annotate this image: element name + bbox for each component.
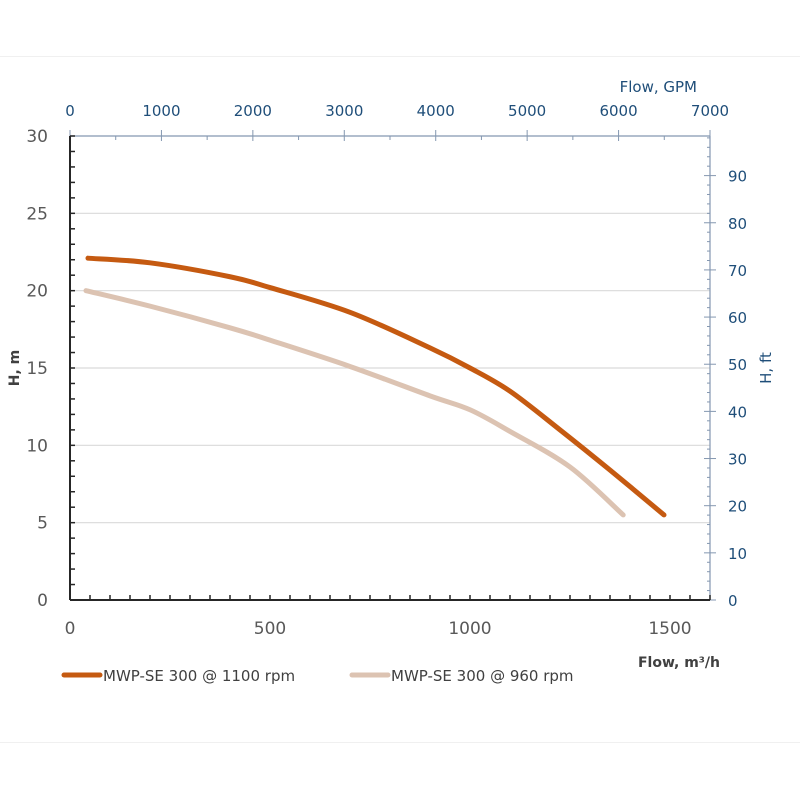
y2-tick-label: 60 xyxy=(728,309,747,327)
x2-tick-label: 7000 xyxy=(691,102,729,120)
y2-tick-label: 10 xyxy=(728,545,747,563)
series-line-1100rpm xyxy=(85,255,667,518)
x2-tick-label: 6000 xyxy=(599,102,637,120)
x-axis-title: Flow, m³/h xyxy=(638,655,720,671)
x2-axis-title: Flow, GPM xyxy=(620,78,697,96)
y2-tick-label: 80 xyxy=(728,215,747,233)
y-tick-label: 25 xyxy=(26,204,48,224)
y2-tick-label: 30 xyxy=(728,451,747,469)
x-tick-label: 1000 xyxy=(448,619,491,639)
x2-tick-label: 4000 xyxy=(417,102,455,120)
x2-tick-label: 0 xyxy=(65,102,75,120)
gridlines xyxy=(70,212,710,524)
y2-tick-label: 0 xyxy=(728,592,738,610)
y-tick-label: 10 xyxy=(26,436,48,456)
y-axis-title: H, m xyxy=(7,350,23,387)
legend-label-960rpm: MWP-SE 300 @ 960 rpm xyxy=(391,667,574,685)
bottom-border xyxy=(0,742,800,743)
y-tick-label: 20 xyxy=(26,282,48,302)
top-border xyxy=(0,56,800,57)
y-tick-label: 0 xyxy=(37,591,48,611)
y2-tick-label: 90 xyxy=(728,168,747,186)
x-tick-label: 500 xyxy=(254,619,286,639)
legend-label-1100rpm: MWP-SE 300 @ 1100 rpm xyxy=(103,667,295,685)
y-tick-label: 30 xyxy=(26,127,48,147)
x-tick-label: 1500 xyxy=(648,619,691,639)
x2-tick-label: 1000 xyxy=(142,102,180,120)
axes xyxy=(69,130,716,601)
x-tick-label: 0 xyxy=(65,619,76,639)
y2-axis-title: H, ft xyxy=(757,352,775,384)
x2-tick-label: 5000 xyxy=(508,102,546,120)
y2-tick-label: 70 xyxy=(728,262,747,280)
y2-tick-label: 50 xyxy=(728,356,747,374)
series-line-960rpm xyxy=(83,288,626,518)
y2-tick-label: 40 xyxy=(728,403,747,421)
y-tick-label: 15 xyxy=(26,359,48,379)
x2-tick-label: 3000 xyxy=(325,102,363,120)
x2-tick-label: 2000 xyxy=(234,102,272,120)
y-tick-label: 5 xyxy=(37,514,48,534)
y2-tick-label: 20 xyxy=(728,498,747,516)
series-group xyxy=(83,255,667,518)
legend: MWP-SE 300 @ 1100 rpm MWP-SE 300 @ 960 r… xyxy=(61,667,574,685)
